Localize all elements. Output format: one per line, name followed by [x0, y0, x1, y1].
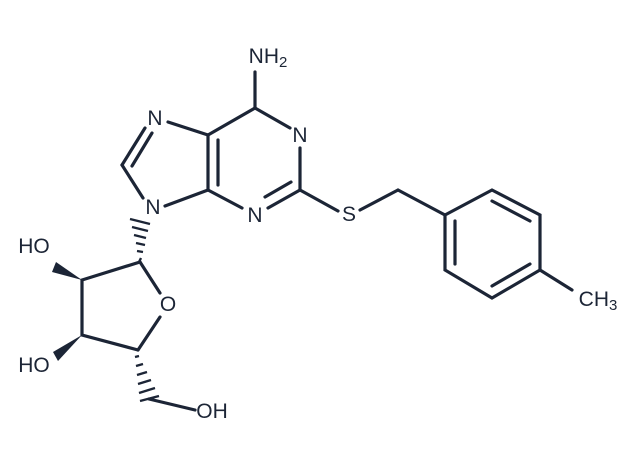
bold-wedges [52, 262, 82, 361]
atom-label: HO [18, 354, 50, 377]
wedges [129, 217, 160, 403]
atom-symbol: N [147, 107, 162, 130]
atom-symbol: NH [249, 45, 279, 68]
atom-symbol: O [160, 293, 176, 316]
atom-symbol: HO [18, 354, 50, 377]
atom-label: N [145, 196, 160, 219]
atom-symbol: N [292, 124, 307, 147]
atom-label: NH2 [249, 45, 288, 71]
atom-symbol: OH [196, 400, 228, 423]
bonds [80, 70, 574, 352]
atom-symbol: S [342, 203, 356, 226]
subscript: 2 [279, 54, 287, 71]
atom-symbol: CH [579, 288, 609, 311]
atom-label: S [342, 203, 356, 226]
atom-label: N [147, 107, 162, 130]
atom-label: N [247, 204, 262, 227]
atom-symbol: N [247, 204, 262, 227]
atom-symbol: HO [18, 235, 50, 258]
atom-symbol: N [145, 196, 160, 219]
atom-label: OH [196, 400, 228, 423]
atom-label: O [160, 293, 176, 316]
atom-labels: NH2 N N N N S CH3 O HO HO OH [18, 45, 617, 423]
atom-label: HO [18, 235, 50, 258]
atom-label: N [292, 124, 307, 147]
atom-label: CH3 [579, 288, 618, 314]
bond [147, 397, 197, 412]
subscript: 3 [609, 297, 617, 314]
